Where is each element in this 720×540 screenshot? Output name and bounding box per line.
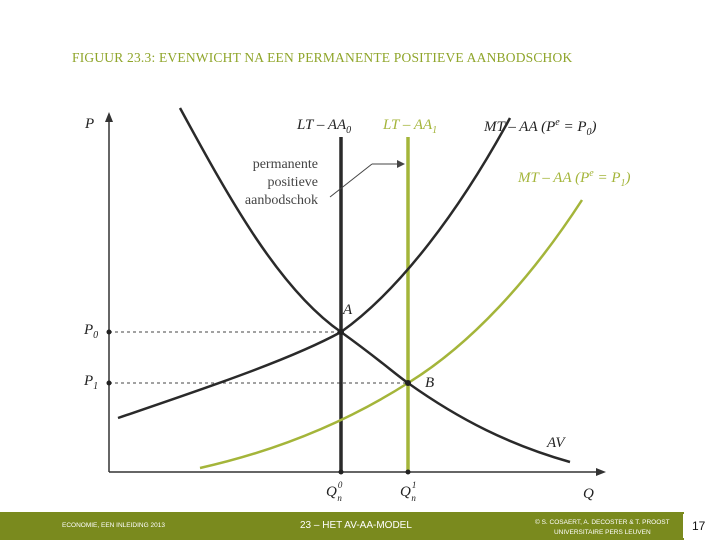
x-axis-arrow [596, 468, 606, 476]
axes [105, 112, 606, 476]
qn1-dot [405, 469, 411, 475]
av-aa-diagram: P Q LT – AA0 LT – AA1 MT – AA (Pe = P0) … [83, 107, 631, 503]
annotation-line-1: permanente [253, 157, 318, 172]
footer-right: © S. COSAERT, A. DECOSTER & T. PROOST UN… [535, 518, 670, 538]
annotation-line-3: aanbodschok [245, 193, 318, 208]
footer-bar: ECONOMIE, EEN INLEIDING 2013 23 – HET AV… [0, 512, 720, 540]
annotation-line-2-text: positieve [267, 175, 318, 190]
footer-right-line2: UNIVERSITAIRE PERS LEUVEN [553, 529, 651, 536]
y-axis-label: P [84, 116, 94, 132]
p1-dot [106, 380, 112, 386]
av-curve [178, 107, 571, 464]
annotation-line [329, 163, 373, 198]
p1-label: P1 [83, 373, 98, 392]
av-label: AV [546, 435, 566, 451]
mt-aa1-label: MT – AA (Pe = P1) [517, 168, 631, 189]
point-a-label: A [342, 302, 353, 318]
qn1-label: Q1 n [400, 480, 416, 503]
mt-aa0-label: MT – AA (Pe = P0) [483, 117, 597, 138]
point-a-dot [338, 329, 344, 335]
figure-title: FIGUUR 23.3: EVENWICHT NA EEN PERMANENTE… [72, 50, 573, 65]
page-number-box [684, 512, 720, 540]
qn0-dot [338, 469, 344, 475]
lt-aa1-label: LT – AA1 [382, 117, 437, 136]
footer-center: 23 – HET AV-AA-MODEL [300, 520, 412, 531]
qn0-label: Q0 n [326, 480, 343, 503]
annotation-arrow [397, 160, 405, 168]
footer-divider [683, 514, 684, 538]
y-axis-arrow [105, 112, 113, 122]
point-b-label: B [425, 375, 434, 391]
footer-left: ECONOMIE, EEN INLEIDING 2013 [62, 522, 165, 529]
footer-right-line1: © S. COSAERT, A. DECOSTER & T. PROOST [535, 519, 670, 526]
point-b-dot [405, 380, 411, 386]
x-axis-label: Q [583, 486, 594, 502]
lt-aa0-label: LT – AA0 [296, 117, 351, 136]
p0-label: P0 [83, 322, 98, 341]
page-number: 17 [692, 519, 706, 533]
p0-dot [106, 329, 112, 335]
